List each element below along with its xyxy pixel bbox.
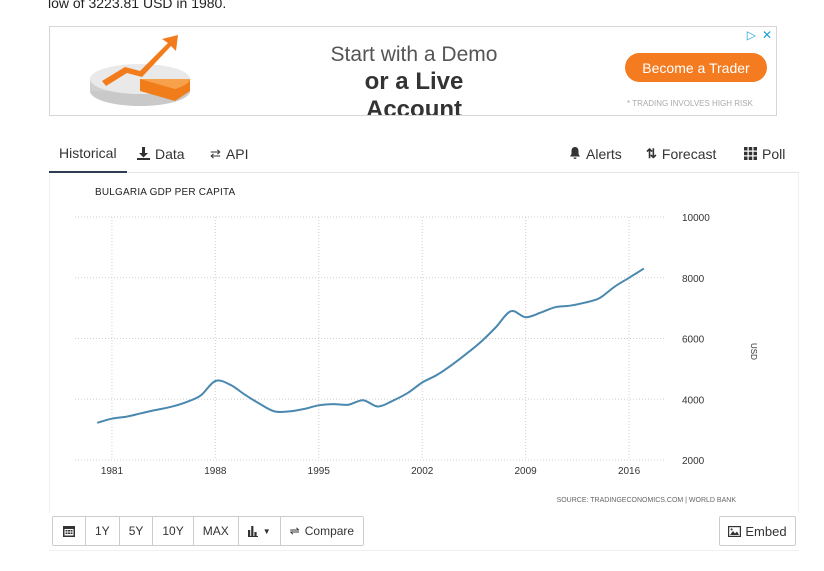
chart-source: SOURCE: TRADINGECONOMICS.COM | WORLD BAN…	[557, 497, 737, 504]
range-1y-button[interactable]: 1Y	[86, 517, 120, 545]
chart-tabs: Historical Data ⇄ API Alerts ⇅ Forecast …	[49, 135, 799, 173]
exchange-icon: ⇄	[210, 145, 221, 161]
tab-api-label: API	[225, 145, 249, 162]
x-tick-label: 2016	[618, 466, 641, 477]
ad-banner[interactable]: Start with a Demo or a Live Account Beco…	[49, 26, 777, 116]
range-max-button[interactable]: MAX	[193, 517, 239, 545]
tab-data[interactable]: Data	[137, 135, 185, 172]
divider	[49, 550, 799, 551]
x-tick-label: 2002	[411, 466, 434, 477]
x-axis-ticks: 1981 1988 1995 2002 2009 2016	[101, 466, 641, 477]
bell-icon	[570, 147, 580, 159]
y-tick-label: 6000	[682, 335, 705, 346]
gdp-chart[interactable]: BULGARIA GDP PER CAPITA 2000 4000 6000 8000…	[49, 173, 799, 513]
tab-api[interactable]: ⇄ API	[210, 135, 248, 172]
bar-chart-icon	[247, 525, 258, 537]
embed-label: Embed	[745, 523, 787, 539]
x-tick-label: 1995	[308, 466, 331, 477]
shuffle-icon: ⇌	[289, 524, 300, 538]
y-tick-label: 4000	[682, 395, 705, 406]
compare-label: Compare	[304, 524, 355, 538]
y-tick-label: 10000	[682, 213, 710, 224]
ad-disclaimer: * TRADING INVOLVES HIGH RISK	[627, 99, 753, 108]
chart-series	[96, 267, 645, 424]
chart-svg: BULGARIA GDP PER CAPITA 2000 4000 6000 8000…	[75, 187, 758, 504]
grid-icon	[744, 147, 757, 160]
x-tick-label: 1988	[204, 466, 227, 477]
calendar-button[interactable]	[53, 517, 86, 545]
sort-arrows-icon: ⇅	[646, 145, 657, 161]
y-tick-label: 2000	[682, 456, 705, 467]
y-axis-label: USD	[749, 343, 758, 360]
tab-alerts-label: Alerts	[586, 145, 622, 162]
embed-button[interactable]: Embed	[719, 516, 796, 546]
tab-data-label: Data	[155, 145, 185, 162]
tab-poll-label: Poll	[762, 145, 786, 162]
become-trader-button[interactable]: Become a Trader	[625, 53, 767, 82]
tab-forecast-label: Forecast	[661, 145, 717, 162]
range-10y-button[interactable]: 10Y	[153, 517, 194, 545]
image-icon	[728, 525, 742, 537]
range-toolbar: 1Y 5Y 10Y MAX ▼ ⇌ Compare	[52, 516, 365, 546]
range-5y-button[interactable]: 5Y	[119, 517, 154, 545]
y-tick-label: 8000	[682, 274, 705, 285]
chart-grid	[75, 216, 666, 461]
ad-text: Start with a Demo or a Live Account	[314, 42, 514, 116]
intro-text: low of 3223.81 USD in 1980.	[48, 0, 227, 11]
chart-type-button[interactable]: ▼	[238, 517, 281, 545]
pie-chart-arrow-icon	[90, 35, 190, 106]
tab-forecast[interactable]: ⇅ Forecast	[646, 135, 716, 172]
ad-line-2: or a Live Account	[364, 68, 464, 116]
caret-down-icon: ▼	[262, 526, 271, 536]
download-icon	[137, 147, 150, 160]
y-axis-ticks: 2000 4000 6000 8000 10000	[682, 213, 710, 467]
x-tick-label: 2009	[515, 466, 538, 477]
chart-title: BULGARIA GDP PER CAPITA	[95, 187, 236, 198]
ad-choices-icon[interactable]: ▷	[746, 28, 756, 42]
compare-button[interactable]: ⇌ Compare	[280, 517, 364, 545]
tab-alerts[interactable]: Alerts	[569, 135, 622, 172]
tab-poll[interactable]: Poll	[744, 135, 785, 172]
close-icon[interactable]: ✕	[761, 28, 772, 42]
calendar-icon	[63, 526, 75, 537]
ad-line-1: Start with a Demo	[330, 43, 498, 66]
tab-historical[interactable]: Historical	[49, 135, 127, 173]
tab-historical-label: Historical	[59, 145, 117, 161]
gdp-series-line[interactable]	[96, 267, 645, 424]
x-tick-label: 1981	[101, 466, 124, 477]
ad-choices[interactable]: ▷ ✕	[747, 28, 772, 42]
